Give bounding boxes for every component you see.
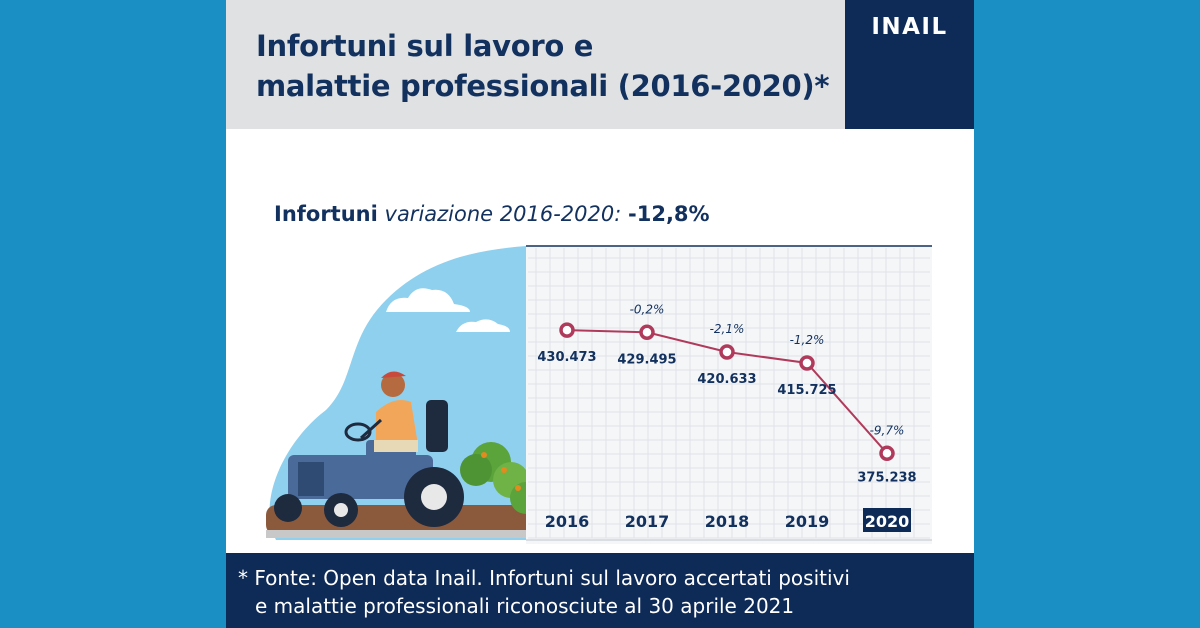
data-point: [559, 322, 575, 338]
data-point: [639, 324, 655, 341]
subtitle-bold: Infortuni: [274, 202, 378, 226]
subtitle-value: -12,8%: [628, 202, 710, 226]
chart-series: 430.473 2016 429.495 -0,2% 2017 420.633 -2,1% 2…: [537, 302, 917, 532]
title-line-2: malattie professionali (2016-2020)*: [256, 69, 830, 103]
footer-line-2: e malattie professionali riconosciute al…: [255, 594, 795, 618]
x-tick-label: 2017: [625, 512, 670, 531]
cloud-shape: [456, 319, 510, 332]
x-tick-label: 2018: [705, 512, 750, 531]
data-label: 430.473: [537, 350, 596, 365]
ground-strip: [266, 530, 536, 538]
footer-line-1: * Fonte: Open data Inail. Infortuni sul …: [238, 566, 850, 590]
pct-change-label: -2,1%: [710, 322, 745, 336]
highlight-box: [863, 508, 911, 532]
data-label: 420.633: [697, 372, 756, 387]
source-footer: * Fonte: Open data Inail. Infortuni sul …: [226, 553, 974, 628]
chart-subtitle: Infortuni variazione 2016-2020: -12,8%: [274, 202, 710, 226]
tractor-icon: [274, 400, 464, 527]
farmer-tractor-illustration: [266, 246, 542, 540]
pct-change-label: -1,2%: [790, 333, 825, 347]
x-tick-label: 2016: [545, 512, 590, 531]
logo-text: INAIL: [871, 14, 948, 40]
page-title: Infortuni sul lavoro e malattie professi…: [256, 26, 846, 106]
pct-change-label: -9,7%: [870, 423, 905, 437]
subtitle-italic: variazione 2016-2020:: [384, 202, 622, 226]
x-tick-label: 2020: [865, 512, 910, 531]
pct-change-label: -0,2%: [630, 302, 665, 316]
chart-area: 430.473 2016 429.495 -0,2% 2017 420.633 -2,1% 2…: [266, 245, 932, 544]
data-label: 415.725: [777, 383, 836, 398]
header-band: Infortuni sul lavoro e malattie professi…: [226, 0, 974, 129]
data-label: 375.238: [857, 470, 916, 485]
inail-logo: INAIL: [845, 0, 974, 129]
farmer-icon: [344, 371, 418, 452]
chart-panel: [526, 246, 932, 544]
cloud-shape: [386, 288, 470, 312]
data-label: 429.495: [617, 352, 676, 367]
data-point: [799, 355, 815, 371]
crop-bush-icon: [460, 442, 542, 514]
data-point: [879, 445, 895, 462]
title-line-1: Infortuni sul lavoro e: [256, 29, 594, 63]
x-tick-label: 2019: [785, 512, 830, 531]
infographic-card: Infortuni sul lavoro e malattie professi…: [226, 0, 974, 628]
data-point: [719, 344, 735, 360]
chart-grid: [528, 248, 930, 539]
